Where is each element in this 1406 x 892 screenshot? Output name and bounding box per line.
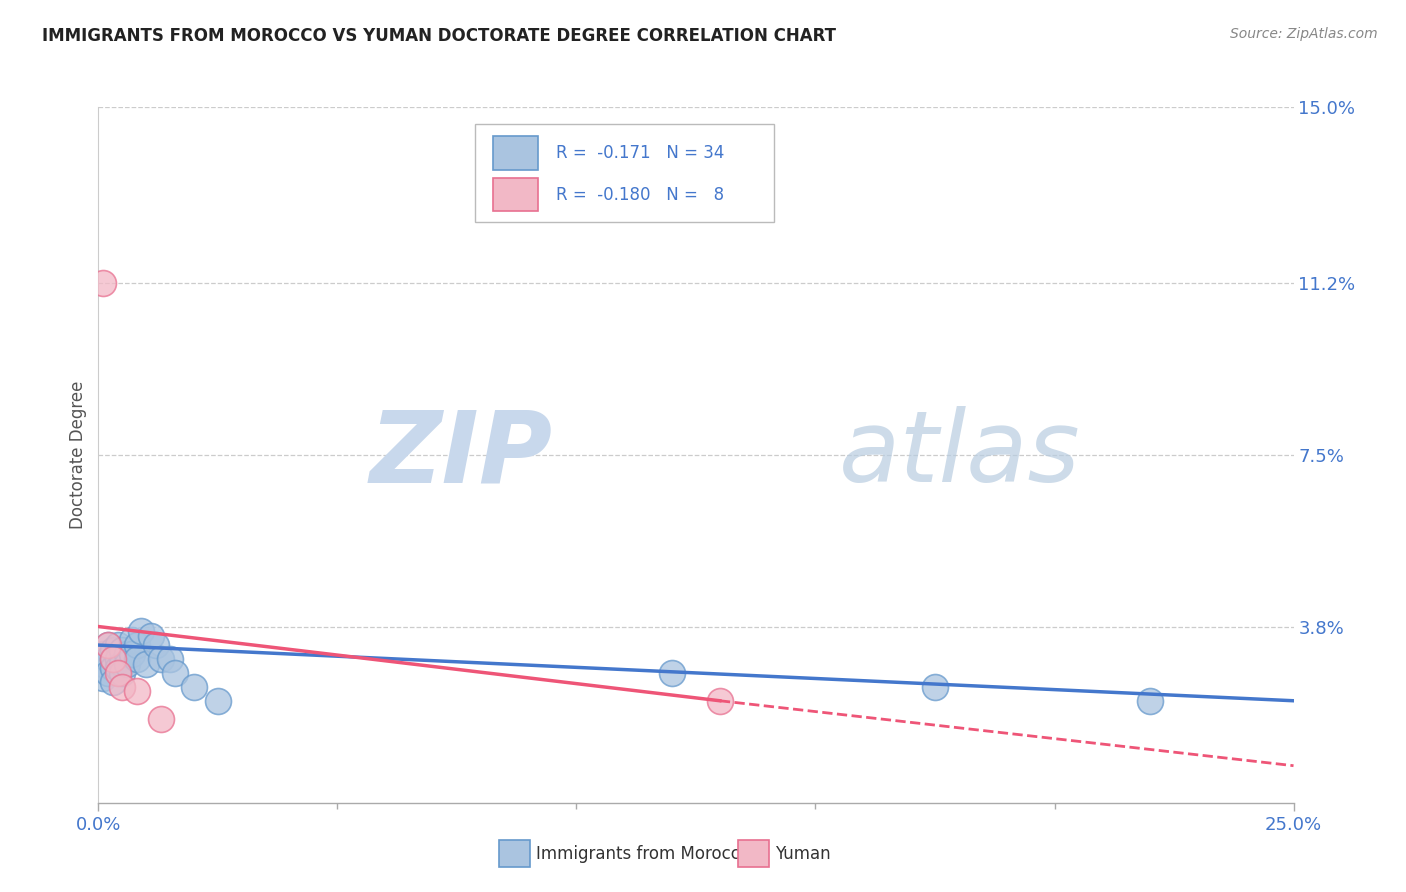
Point xyxy=(121,648,143,662)
Y-axis label: Doctorate Degree: Doctorate Degree xyxy=(69,381,87,529)
Point xyxy=(115,657,138,671)
Point xyxy=(107,661,129,675)
Point xyxy=(661,665,683,680)
Point xyxy=(131,624,153,639)
Point xyxy=(97,665,120,680)
Point xyxy=(709,694,731,708)
Text: R =  -0.171   N = 34: R = -0.171 N = 34 xyxy=(557,144,724,162)
Point xyxy=(163,665,186,680)
Point xyxy=(924,680,946,694)
Text: atlas: atlas xyxy=(839,407,1081,503)
Point xyxy=(145,638,167,652)
Point xyxy=(159,652,181,666)
Point xyxy=(125,638,148,652)
Text: Yuman: Yuman xyxy=(775,845,831,863)
Point xyxy=(91,648,114,662)
Point xyxy=(107,638,129,652)
Point xyxy=(111,642,134,657)
Point xyxy=(91,277,114,291)
Point xyxy=(111,657,134,671)
FancyBboxPatch shape xyxy=(494,178,538,211)
FancyBboxPatch shape xyxy=(475,124,773,222)
Point xyxy=(101,675,124,690)
Point xyxy=(125,652,148,666)
Point xyxy=(101,642,124,657)
FancyBboxPatch shape xyxy=(494,136,538,169)
Point xyxy=(149,712,172,726)
Point xyxy=(101,652,124,666)
Point xyxy=(107,665,129,680)
Point xyxy=(97,638,120,652)
Point xyxy=(97,638,120,652)
Point xyxy=(183,680,205,694)
Point xyxy=(91,657,114,671)
Point xyxy=(111,680,134,694)
Point xyxy=(135,657,157,671)
Point xyxy=(115,648,138,662)
Text: ZIP: ZIP xyxy=(370,407,553,503)
Point xyxy=(149,652,172,666)
Point xyxy=(91,671,114,685)
Text: IMMIGRANTS FROM MOROCCO VS YUMAN DOCTORATE DEGREE CORRELATION CHART: IMMIGRANTS FROM MOROCCO VS YUMAN DOCTORA… xyxy=(42,27,837,45)
Point xyxy=(125,684,148,698)
Point xyxy=(111,665,134,680)
Point xyxy=(207,694,229,708)
Text: Immigrants from Morocco: Immigrants from Morocco xyxy=(536,845,749,863)
Point xyxy=(107,652,129,666)
Point xyxy=(97,652,120,666)
Point xyxy=(1139,694,1161,708)
Text: R =  -0.180   N =   8: R = -0.180 N = 8 xyxy=(557,186,724,203)
Point xyxy=(101,661,124,675)
Point xyxy=(121,633,143,648)
Point xyxy=(101,652,124,666)
Point xyxy=(139,629,162,643)
Text: Source: ZipAtlas.com: Source: ZipAtlas.com xyxy=(1230,27,1378,41)
